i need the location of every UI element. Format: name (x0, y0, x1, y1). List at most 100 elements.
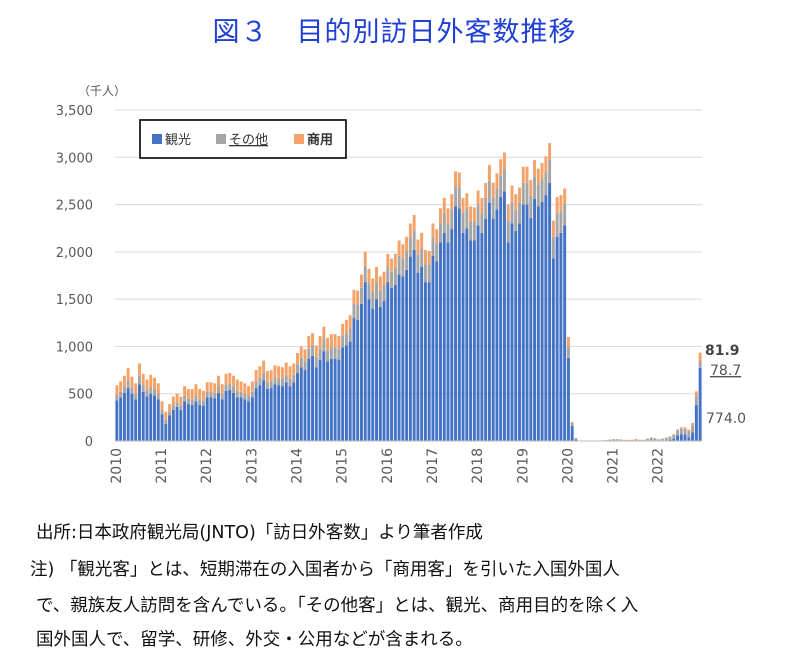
bar-sightseeing (668, 439, 672, 441)
bar-other (514, 210, 518, 232)
bar-business (698, 352, 702, 361)
bar-business (356, 290, 360, 305)
bar-business (525, 166, 529, 183)
bar-business (465, 193, 469, 209)
bar-business (344, 319, 348, 334)
bar-other (145, 389, 149, 397)
bar-other (420, 248, 424, 267)
bar-business (397, 240, 401, 256)
bar-other (454, 186, 458, 207)
bar-business (487, 164, 491, 181)
bar-business (235, 379, 239, 391)
bar-sightseeing (156, 399, 160, 441)
bar-sightseeing (254, 388, 258, 441)
bar-business (122, 375, 126, 387)
bar-sightseeing (570, 425, 574, 441)
bar-other (262, 372, 266, 381)
bar-sightseeing (250, 397, 254, 441)
bar-other (683, 428, 687, 435)
bar-sightseeing (186, 404, 190, 441)
legend-label-other: その他 (229, 133, 268, 148)
bar-other (446, 223, 450, 243)
bar-other (378, 290, 382, 307)
bar-other (164, 419, 168, 424)
bar-sightseeing (559, 232, 563, 441)
bar-sightseeing (329, 358, 333, 441)
bar-business (540, 162, 544, 180)
bar-business (243, 383, 247, 394)
bar-business (431, 223, 435, 238)
bar-sightseeing (698, 367, 702, 441)
bar-business (318, 336, 322, 349)
bar-sightseeing (232, 392, 235, 441)
legend-label-business: 商用 (307, 132, 333, 148)
bar-business (548, 143, 552, 160)
bar-sightseeing (439, 242, 442, 441)
x-tick-label: 2017 (425, 448, 441, 484)
bar-sightseeing (378, 306, 382, 441)
bar-other (615, 439, 619, 441)
bar-sightseeing (533, 198, 537, 441)
bar-sightseeing (442, 232, 446, 441)
bar-other (288, 378, 292, 387)
bar-business (363, 251, 367, 267)
bar-business (371, 278, 375, 293)
bar-business (420, 232, 424, 249)
bar-other (691, 425, 695, 433)
bar-business (265, 371, 269, 383)
bar-sightseeing (171, 409, 175, 441)
bar-business (186, 388, 190, 399)
bar-other (645, 439, 649, 441)
bar-other (533, 176, 537, 199)
bar-sightseeing (457, 208, 461, 441)
bar-other (469, 221, 473, 241)
bar-sightseeing (314, 367, 318, 441)
bar-business (145, 379, 149, 390)
bar-business (457, 172, 461, 188)
bar-sightseeing (262, 380, 266, 441)
bar-sightseeing (265, 388, 269, 441)
bar-sightseeing (412, 249, 416, 441)
bar-other (487, 180, 491, 203)
bar-business (450, 194, 454, 210)
bar-other (608, 439, 612, 441)
bar-sightseeing (540, 201, 544, 441)
x-tick-label: 2020 (560, 448, 576, 484)
bar-business (469, 206, 473, 222)
legend-swatch-other (216, 134, 226, 144)
bar-other (265, 382, 269, 389)
bar-other (356, 304, 360, 320)
bar-sightseeing (194, 401, 198, 441)
bar-business (649, 437, 653, 438)
bar-other (348, 328, 352, 342)
bar-other (280, 378, 284, 387)
bar-other (390, 271, 394, 288)
bar-other (220, 393, 224, 400)
bar-other (495, 188, 499, 210)
bar-business (314, 345, 318, 357)
x-axis: 2010 2011 2012 2013 2014 2015 2016 2017 2018 2019… (109, 448, 667, 484)
bar-other (322, 338, 326, 352)
bar-other (638, 439, 642, 441)
bar-sightseeing (352, 318, 356, 441)
bar-sightseeing (243, 399, 247, 441)
bar-other (254, 381, 258, 389)
bar-sightseeing (427, 282, 431, 441)
bar-other (243, 393, 247, 400)
bar-sightseeing (168, 415, 172, 441)
bar-other (250, 391, 254, 398)
bar-other (277, 377, 281, 386)
bar-sightseeing (386, 282, 390, 441)
bar-other (205, 391, 209, 398)
x-tick-label: 2021 (606, 448, 622, 484)
bar-sightseeing (119, 397, 123, 441)
bar-other (544, 172, 548, 196)
bar-other (679, 428, 683, 435)
bar-business (288, 366, 292, 379)
bar-business (378, 276, 382, 291)
bar-sightseeing (318, 359, 322, 441)
bar-other (201, 400, 205, 406)
bar-business (672, 434, 676, 435)
bar-other (228, 383, 232, 390)
bar-sightseeing (288, 386, 292, 441)
